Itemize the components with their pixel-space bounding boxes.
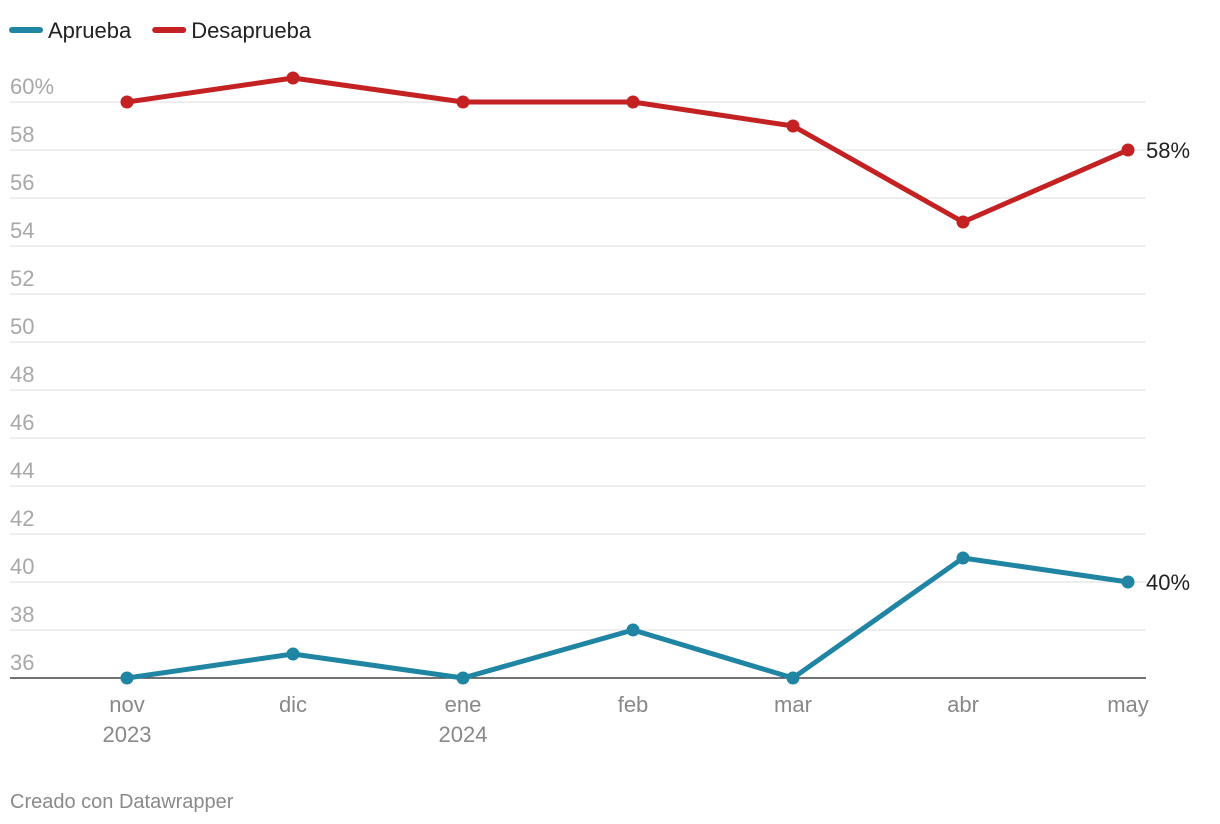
legend: Aprueba Desaprueba: [9, 18, 312, 43]
x-tick-year-label: 2024: [439, 722, 488, 747]
data-point-desaprueba: [456, 95, 470, 109]
series-line-aprueba: [124, 555, 1131, 681]
y-tick-label: 58: [10, 122, 34, 147]
footer-credit: Creado con Datawrapper: [10, 791, 234, 813]
y-tick-label: 50: [10, 314, 34, 339]
y-tick-label: 44: [10, 458, 34, 483]
data-point-desaprueba: [120, 95, 134, 109]
x-tick-year-label: 2023: [103, 722, 152, 747]
data-point-aprueba: [120, 671, 134, 685]
x-tick-label: feb: [618, 692, 649, 717]
data-point-desaprueba: [786, 119, 800, 133]
x-tick-label: dic: [279, 692, 307, 717]
x-tick-label: may: [1107, 692, 1149, 717]
x-tick-label: mar: [774, 692, 812, 717]
y-tick-label: 40: [10, 554, 34, 579]
legend-label-aprueba: Aprueba: [48, 18, 132, 43]
x-tick-label: nov: [109, 692, 144, 717]
y-tick-label: 60%: [10, 74, 54, 99]
data-point-aprueba: [956, 551, 970, 565]
data-point-aprueba: [626, 623, 640, 637]
end-label-aprueba: 40%: [1146, 570, 1190, 595]
y-tick-label: 48: [10, 362, 34, 387]
data-point-aprueba: [786, 671, 800, 685]
y-tick-label: 46: [10, 410, 34, 435]
x-axis-ticks: nov 2023 dic ene 2024 feb mar abr may: [103, 692, 1149, 747]
legend-label-desaprueba: Desaprueba: [191, 18, 312, 43]
gridlines: [10, 101, 1146, 679]
data-point-desaprueba: [286, 71, 300, 85]
y-axis-ticks: 36 38 40 42 44 46 48 50 52 54 56 58 60%: [10, 74, 54, 675]
x-tick-label: ene: [445, 692, 482, 717]
data-point-desaprueba: [626, 95, 640, 109]
x-tick-label: abr: [947, 692, 979, 717]
data-point-desaprueba: [956, 215, 970, 229]
series-group: 40% 58%: [120, 71, 1190, 685]
y-tick-label: 38: [10, 602, 34, 627]
end-label-desaprueba: 58%: [1146, 138, 1190, 163]
data-point-aprueba: [456, 671, 470, 685]
data-point-desaprueba: [1121, 143, 1135, 157]
data-point-aprueba: [1121, 575, 1135, 589]
y-tick-label: 42: [10, 506, 34, 531]
data-point-aprueba: [286, 647, 300, 661]
y-tick-label: 54: [10, 218, 34, 243]
y-tick-label: 36: [10, 650, 34, 675]
y-tick-label: 56: [10, 170, 34, 195]
y-tick-label: 52: [10, 266, 34, 291]
